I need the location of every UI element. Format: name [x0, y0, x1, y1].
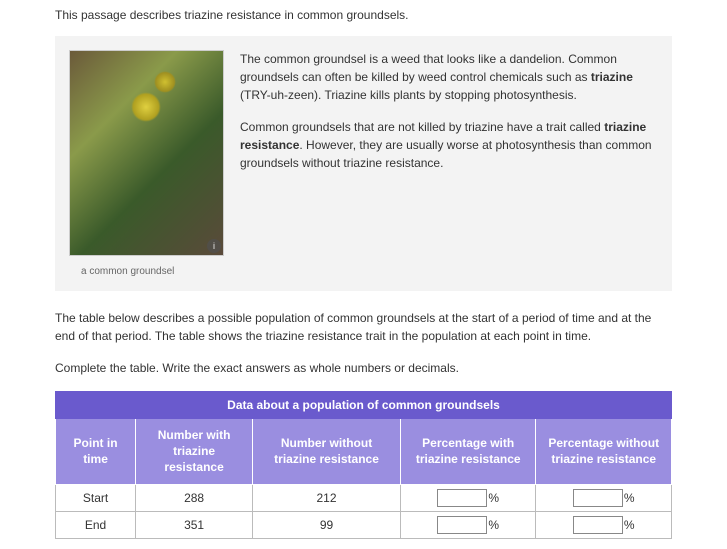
info-p1-a: The common groundsel is a weed that look… — [240, 52, 617, 84]
image-caption: a common groundsel — [81, 266, 224, 277]
body-paragraph-1: The table below describes a possible pop… — [55, 309, 672, 345]
table-row: Start 288 212 % % — [56, 484, 672, 511]
pct-with-input[interactable] — [437, 516, 487, 534]
col-pct-without: Percentage without triazine resistance — [536, 419, 672, 485]
pct-sign: % — [488, 491, 499, 505]
population-table: Data about a population of common ground… — [55, 391, 672, 539]
col-number-with: Number with triazine resistance — [136, 419, 253, 485]
pct-without-input[interactable] — [573, 516, 623, 534]
info-text: The common groundsel is a weed that look… — [240, 50, 658, 277]
col-pct-with: Percentage with triazine resistance — [400, 419, 536, 485]
info-icon[interactable]: i — [207, 239, 221, 253]
passage-intro: This passage describes triazine resistan… — [55, 8, 672, 22]
info-p2-a: Common groundsels that are not killed by… — [240, 120, 604, 134]
cell-with: 351 — [136, 511, 253, 538]
table-title: Data about a population of common ground… — [56, 392, 672, 419]
pct-sign: % — [624, 518, 635, 532]
pct-with-input[interactable] — [437, 489, 487, 507]
table-row: End 351 99 % % — [56, 511, 672, 538]
col-point-in-time: Point in time — [56, 419, 136, 485]
pct-sign: % — [624, 491, 635, 505]
cell-with: 288 — [136, 484, 253, 511]
pct-sign: % — [488, 518, 499, 532]
cell-point: End — [56, 511, 136, 538]
body-paragraph-2: Complete the table. Write the exact answ… — [55, 359, 672, 377]
info-box: i a common groundsel The common groundse… — [55, 36, 672, 291]
pct-without-input[interactable] — [573, 489, 623, 507]
info-p1-bold: triazine — [591, 70, 633, 84]
col-number-without: Number without triazine resistance — [253, 419, 401, 485]
groundsel-image: i — [69, 50, 224, 256]
info-p2-b: . However, they are usually worse at pho… — [240, 138, 652, 170]
cell-without: 212 — [253, 484, 401, 511]
cell-without: 99 — [253, 511, 401, 538]
info-p1-b: (TRY-uh-zeen). Triazine kills plants by … — [240, 88, 577, 102]
cell-point: Start — [56, 484, 136, 511]
